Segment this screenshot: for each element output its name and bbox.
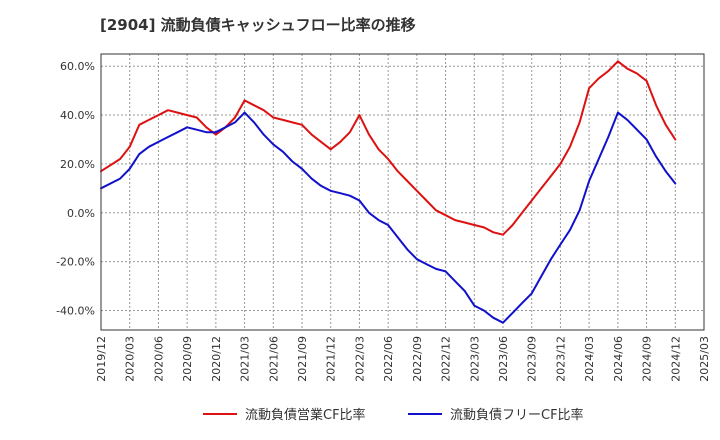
x-tick-label: 2023/03 (468, 336, 481, 382)
x-tick-label: 2024/12 (669, 336, 682, 382)
x-tick-label: 2022/03 (353, 336, 366, 382)
x-tick-label: 2020/03 (124, 336, 137, 382)
legend-label-1: 流動負債営業CF比率 (245, 407, 366, 423)
x-tick-label: 2019/12 (95, 336, 108, 382)
x-tick-label: 2023/09 (526, 336, 539, 382)
x-tick-label: 2024/03 (583, 336, 596, 382)
x-tick-label: 2025/03 (698, 336, 711, 382)
x-tick-label: 2021/09 (296, 336, 309, 382)
x-tick-label: 2022/06 (382, 336, 395, 382)
x-tick-label: 2022/12 (440, 336, 453, 382)
series-layer (100, 60, 677, 324)
x-tick-label: 2021/03 (239, 336, 252, 382)
y-tick-label: 0.0% (67, 207, 95, 220)
x-tick-label: 2023/06 (497, 336, 510, 382)
x-tick-label: 2022/09 (411, 336, 424, 382)
x-tick-label: 2024/09 (641, 336, 654, 382)
plot-border (100, 53, 705, 331)
x-tick-label: 2020/09 (181, 336, 194, 382)
x-tick-label: 2021/06 (267, 336, 280, 382)
axis-layer: 2019/12 2020/03 2020/06 2020/09 2020/12 2021/… (56, 53, 711, 382)
y-tick-label: 60.0% (60, 60, 95, 73)
y-tick-label: -20.0% (56, 256, 95, 269)
y-tick-label: 40.0% (60, 109, 95, 122)
grid-layer (100, 54, 705, 330)
chart-title: [2904] 流動負債キャッシュフロー比率の推移 (100, 16, 416, 34)
y-tick-label: 20.0% (60, 158, 95, 171)
series-line-2 (100, 111, 677, 324)
x-tick-label: 2021/12 (325, 336, 338, 382)
x-tick-label: 2020/12 (210, 336, 223, 382)
plot-area (101, 54, 704, 330)
x-tick-label: 2023/12 (554, 336, 567, 382)
y-tick-label: -40.0% (56, 304, 95, 317)
x-tick-label: 2020/06 (152, 336, 165, 382)
x-tick-label: 2024/06 (612, 336, 625, 382)
legend-label-2: 流動負債フリーCF比率 (450, 407, 584, 423)
series-line-1 (100, 60, 677, 236)
legend: 流動負債営業CF比率 流動負債フリーCF比率 (203, 407, 584, 423)
